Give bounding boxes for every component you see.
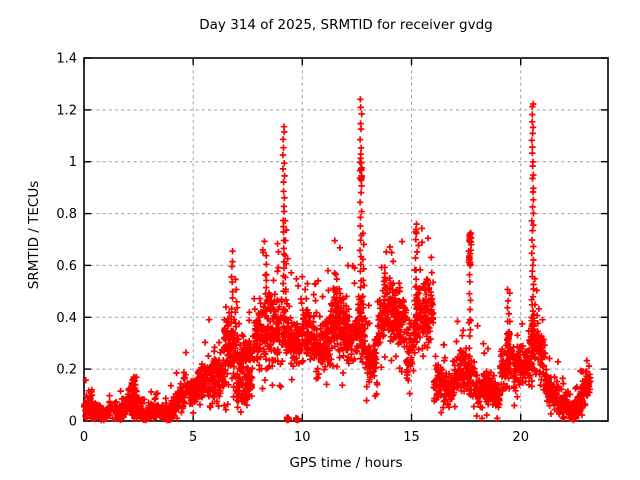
plot-border xyxy=(83,57,609,422)
data-points xyxy=(80,96,594,424)
gridlines xyxy=(84,58,608,421)
x-tick-label: 0 xyxy=(80,430,88,445)
y-tick-label: 0.2 xyxy=(56,363,77,378)
x-tick-label: 5 xyxy=(189,430,197,445)
x-tick-label: 20 xyxy=(512,430,529,445)
x-tick-label: 15 xyxy=(403,430,420,445)
x-axis-title: GPS time / hours xyxy=(289,455,402,471)
x-tick-label: 10 xyxy=(294,430,311,445)
scatter-plus-markers xyxy=(80,96,594,424)
y-tick-label: 1.2 xyxy=(56,103,77,118)
y-tick-label: 0 xyxy=(69,415,77,430)
y-tick-label: 0.6 xyxy=(56,259,77,274)
tick-labels: 0 0.2 0.4 0.6 0.8 1 1.2 1.4 0 5 10 15 20 xyxy=(56,52,529,446)
y-tick-label: 1 xyxy=(69,155,77,170)
y-axis-title: SRMTID / TECUs xyxy=(26,181,42,289)
y-tick-label: 1.4 xyxy=(56,52,77,67)
chart-title: Day 314 of 2025, SRMTID for receiver gvd… xyxy=(199,17,493,33)
axes-and-ticks xyxy=(83,57,609,422)
y-tick-label: 0.8 xyxy=(56,207,77,222)
y-tick-label: 0.4 xyxy=(56,311,77,326)
